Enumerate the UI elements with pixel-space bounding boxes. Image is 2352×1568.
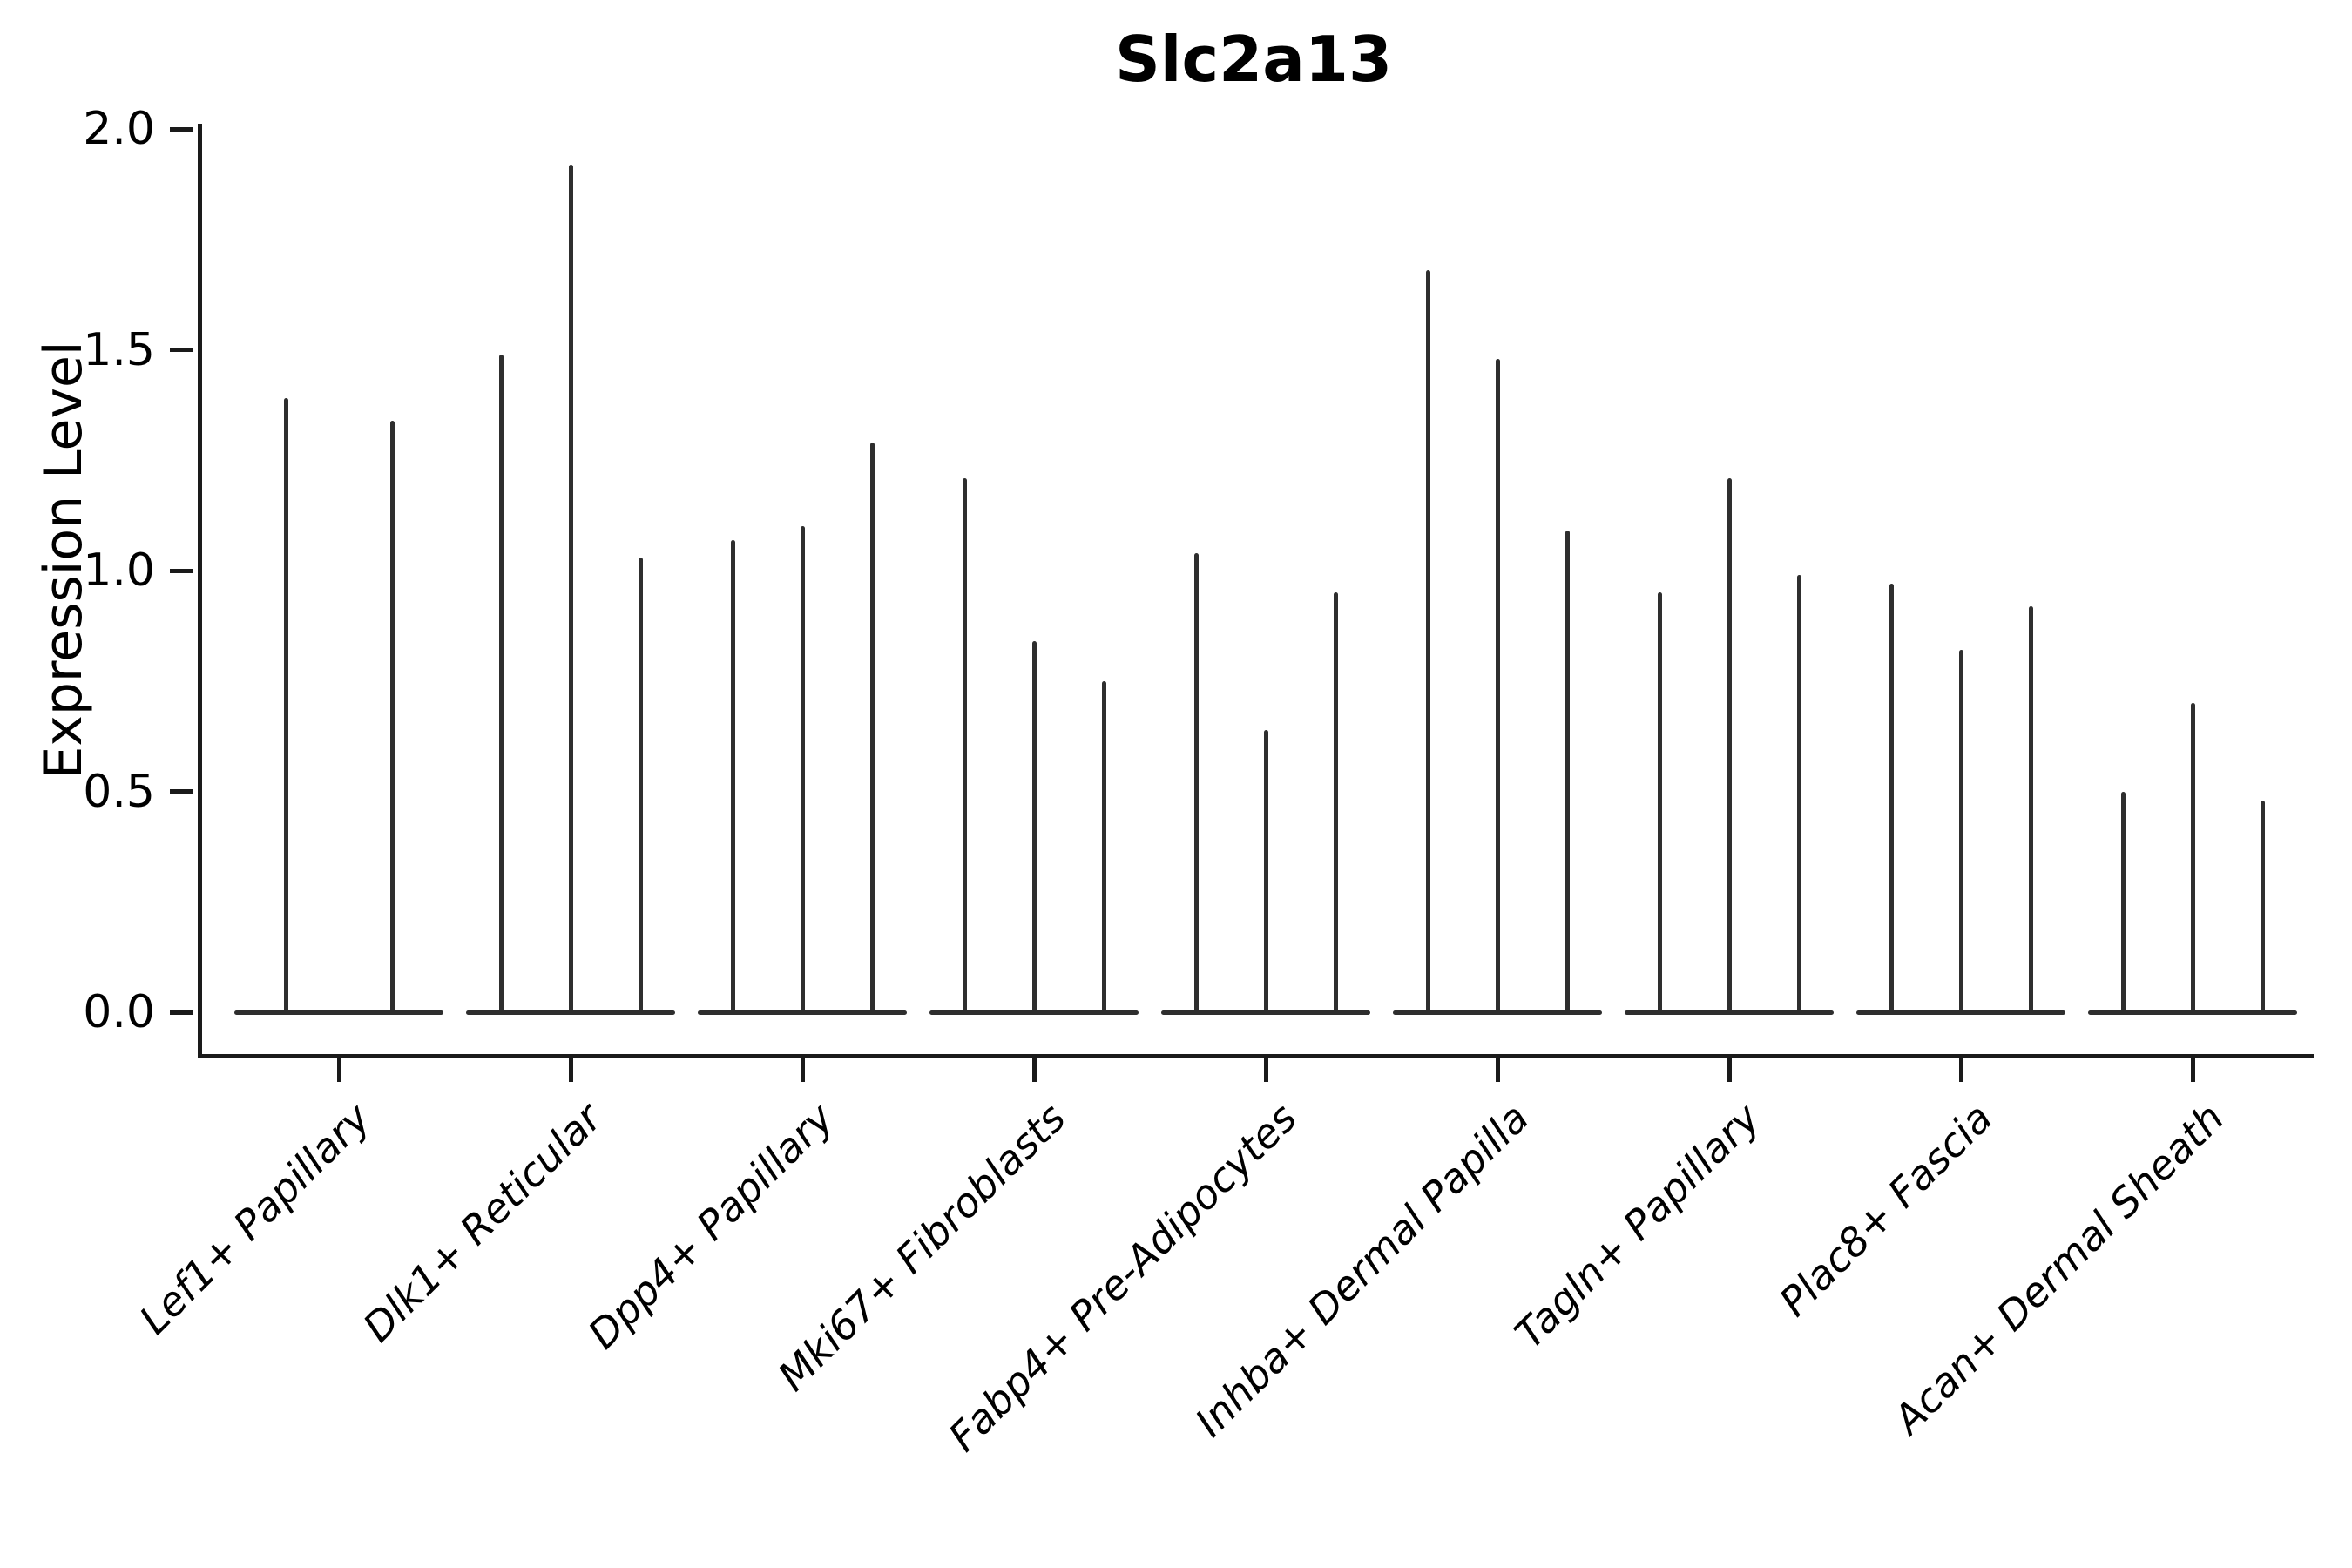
violin-spike (1727, 477, 1732, 1014)
x-tick-label: Tagln+ Papillary (1505, 1094, 1770, 1358)
violin-spike (568, 164, 573, 1014)
y-tick (170, 568, 193, 573)
x-tick (568, 1058, 573, 1082)
violin-spike (1333, 592, 1338, 1014)
x-tick (1727, 1058, 1732, 1082)
x-tick (800, 1058, 805, 1082)
x-tick-label: Plac8+ Fascia (1769, 1094, 2002, 1326)
violin-spike (498, 354, 504, 1014)
violin-spike (962, 477, 967, 1014)
x-tick (336, 1058, 341, 1082)
violin-spike (2260, 800, 2265, 1014)
y-tick (170, 789, 193, 794)
violin-spike (1263, 729, 1268, 1014)
x-tick-label: Dpp4+ Papillary (578, 1094, 843, 1358)
violin-spike (2028, 605, 2033, 1014)
violin-spike (1565, 531, 1570, 1014)
plot-area (198, 124, 2314, 1058)
y-tick-label: 1.5 (83, 323, 155, 376)
violin-spike (2120, 791, 2126, 1014)
y-tick (170, 126, 193, 132)
x-tick (2190, 1058, 2195, 1082)
violin-spike (1031, 641, 1037, 1014)
x-tick (1263, 1058, 1268, 1082)
x-tick (1031, 1058, 1037, 1082)
violin-base (234, 1010, 443, 1015)
violin-spike (1425, 270, 1430, 1014)
x-tick (1958, 1058, 1963, 1082)
plot-title: Slc2a13 (1114, 23, 1393, 96)
violin-spike (1657, 592, 1662, 1014)
violin-spike (730, 539, 735, 1014)
violin-spike (1958, 650, 1963, 1014)
violin-spike (283, 398, 288, 1014)
violin-spike (389, 420, 395, 1014)
y-tick (170, 1010, 193, 1015)
violin-spike (638, 557, 643, 1014)
violin-spike (2190, 703, 2195, 1014)
y-tick-label: 0.5 (83, 765, 155, 818)
x-tick-label: Dlk1+ Reticular (354, 1094, 612, 1351)
violin-spike (800, 526, 805, 1014)
violin-spike (1889, 584, 1894, 1014)
y-tick-label: 1.0 (83, 544, 155, 597)
violin-spike (869, 442, 875, 1014)
x-tick (1495, 1058, 1500, 1082)
y-tick (170, 348, 193, 352)
violin-spike (1796, 575, 1801, 1014)
violin-spike (1101, 680, 1106, 1014)
y-tick-label: 0.0 (83, 986, 155, 1038)
violin-spike (1495, 358, 1500, 1014)
violin-spike (1193, 552, 1199, 1014)
y-tick-label: 2.0 (83, 103, 155, 155)
x-tick-label: Lef1+ Papillary (130, 1094, 380, 1343)
